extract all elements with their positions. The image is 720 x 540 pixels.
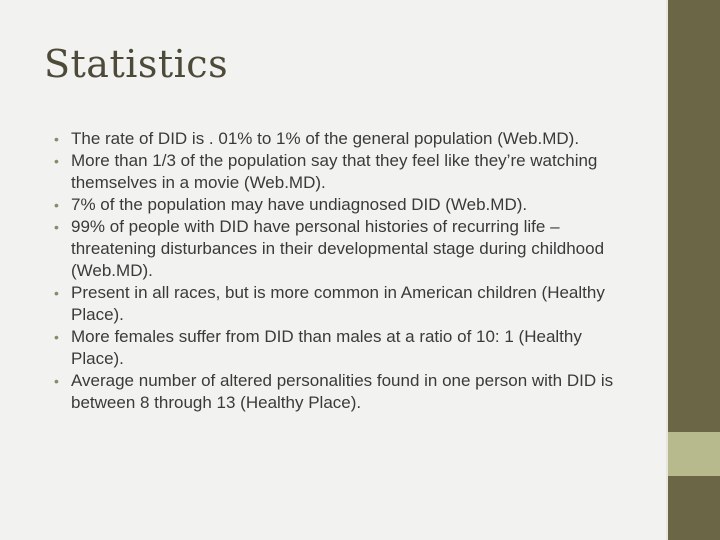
- bullet-icon: •: [54, 329, 59, 345]
- bullet-item: • More females suffer from DID than male…: [54, 326, 639, 370]
- bullet-item: • 7% of the population may have undiagno…: [54, 194, 639, 216]
- side-accent-block: [668, 432, 720, 476]
- bullet-item: • Present in all races, but is more comm…: [54, 282, 639, 326]
- bullet-icon: •: [54, 285, 59, 301]
- bullet-icon: •: [54, 197, 59, 213]
- bullet-text: Present in all races, but is more common…: [71, 283, 605, 324]
- bullet-text: The rate of DID is . 01% to 1% of the ge…: [71, 129, 580, 148]
- bullet-icon: •: [54, 373, 59, 389]
- bullet-text: 7% of the population may have undiagnose…: [71, 195, 528, 214]
- bullet-list: • The rate of DID is . 01% to 1% of the …: [54, 128, 639, 414]
- bullet-item: • More than 1/3 of the population say th…: [54, 150, 639, 194]
- bullet-item: • 99% of people with DID have personal h…: [54, 216, 639, 282]
- bullet-text: Average number of altered personalities …: [71, 371, 614, 412]
- bullet-text: More than 1/3 of the population say that…: [71, 151, 598, 192]
- bullet-text: More females suffer from DID than males …: [71, 327, 582, 368]
- bullet-icon: •: [54, 131, 59, 147]
- bullet-icon: •: [54, 219, 59, 235]
- side-divider: [666, 0, 668, 540]
- bullet-item: • The rate of DID is . 01% to 1% of the …: [54, 128, 639, 150]
- slide-title: Statistics: [44, 42, 229, 86]
- bullet-icon: •: [54, 153, 59, 169]
- bullet-item: • Average number of altered personalitie…: [54, 370, 639, 414]
- bullet-text: 99% of people with DID have personal his…: [71, 217, 605, 280]
